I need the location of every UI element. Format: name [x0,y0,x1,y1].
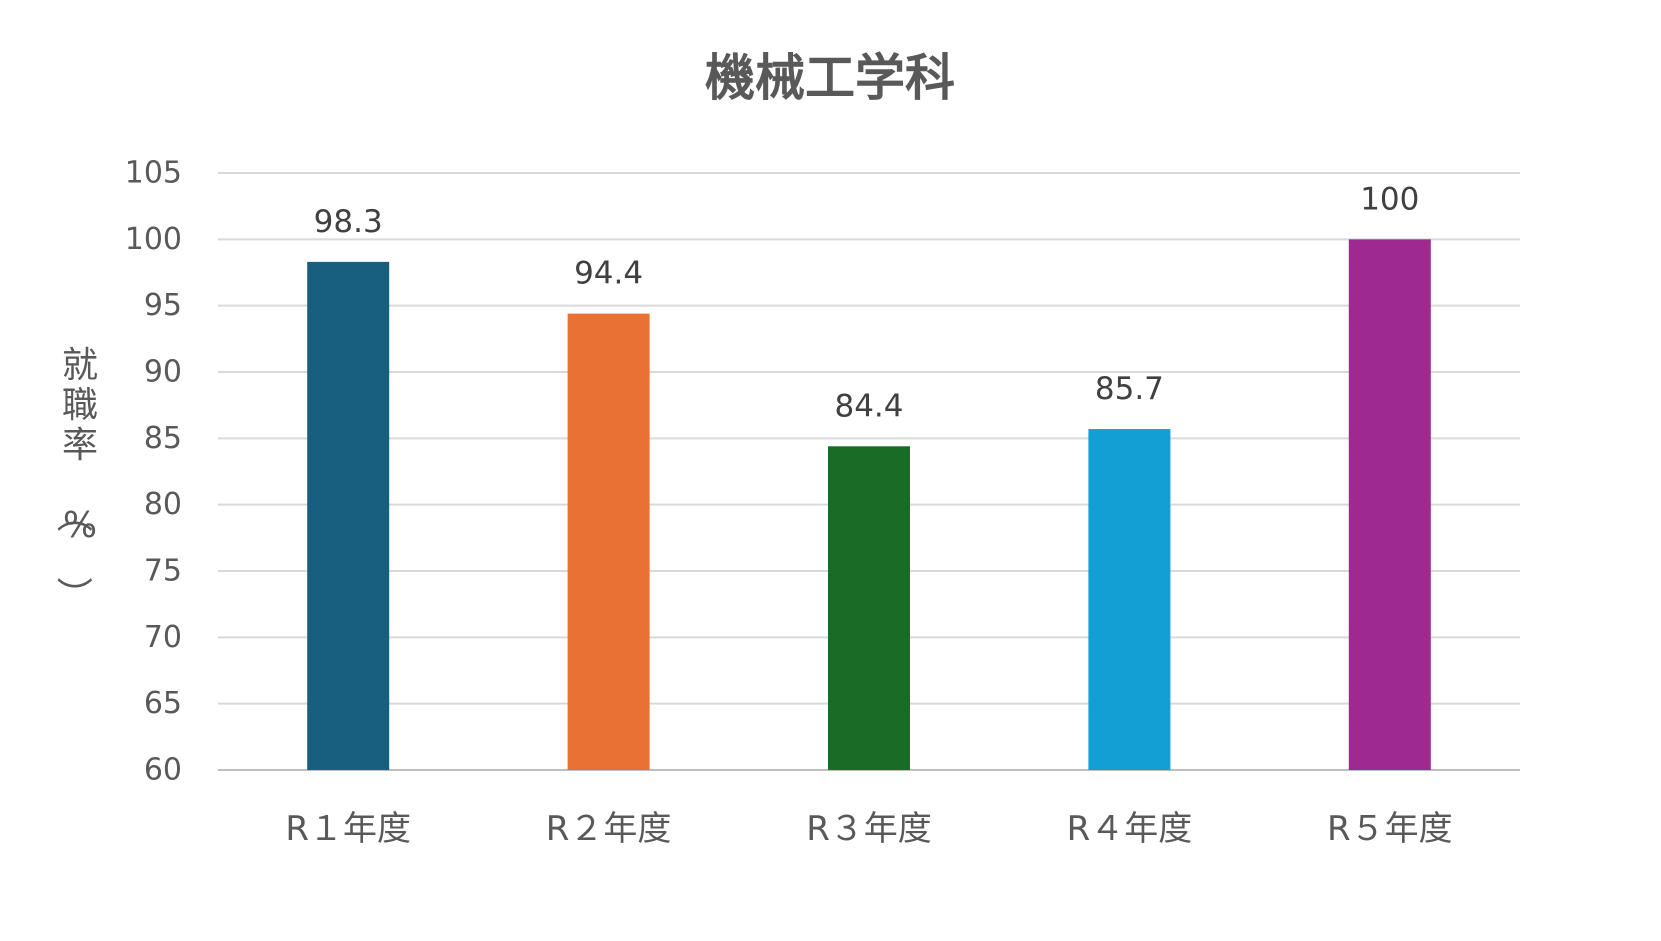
bar-3 [828,446,910,770]
data-label-4: 85.7 [1095,371,1164,407]
data-label-1: 98.3 [314,204,383,240]
bars [307,239,1431,771]
bar-4 [1088,429,1171,770]
y-tick-label: 80 [144,487,182,522]
x-category-label-3: R３年度 [806,809,932,849]
x-category-label-1: R１年度 [285,809,411,849]
y-tick-label: 60 [144,753,182,788]
y-tick-label: 90 [144,355,182,390]
y-axis-label: 就職率（%） [53,345,98,613]
y-tick-label: 95 [144,288,182,323]
data-label-3: 84.4 [834,388,903,424]
data-labels: 98.3 94.4 84.4 85.7 100 [314,181,1420,424]
bar-2 [567,313,650,770]
x-category-label-5: R５年度 [1327,809,1453,849]
y-tick-label: 85 [144,421,182,456]
y-tick-label: 70 [144,620,182,655]
x-category-label-4: R４年度 [1067,809,1193,849]
y-axis-ticks: 60 65 70 75 80 85 90 95 100 105 [125,156,182,788]
bar-5 [1348,239,1431,771]
x-category-label-2: R２年度 [546,809,672,849]
x-axis-categories: R１年度 R２年度 R３年度 R４年度 R５年度 [285,809,1452,849]
y-tick-label: 100 [125,222,182,257]
y-tick-label: 105 [125,156,182,191]
bar-1 [307,261,390,770]
chart-title: 機械工学科 [705,49,955,107]
data-label-2: 94.4 [574,256,643,292]
data-label-5: 100 [1360,181,1419,217]
y-tick-label: 65 [144,686,182,721]
y-tick-label: 75 [144,554,182,589]
